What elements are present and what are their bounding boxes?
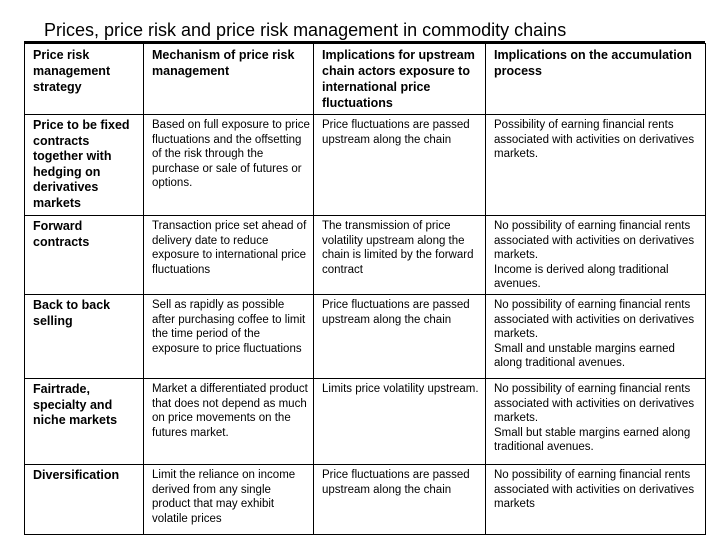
table-header-row: Price risk management strategy Mechanism… bbox=[24, 43, 706, 115]
upstream-cell: Price fluctuations are passed upstream a… bbox=[313, 294, 486, 379]
strategy-cell: Forward contracts bbox=[24, 215, 144, 295]
accumulation-cell: No possibility of earning financial rent… bbox=[485, 215, 706, 295]
accumulation-text: Small but stable margins earned along tr… bbox=[494, 426, 691, 454]
mechanism-cell: Market a differentiated product that doe… bbox=[143, 378, 314, 465]
strategy-cell: Back to back selling bbox=[24, 294, 144, 379]
table-row: Fairtrade, specialty and niche markets M… bbox=[24, 378, 706, 465]
accumulation-text: Income is derived along traditional aven… bbox=[494, 263, 669, 291]
accumulation-cell: No possibility of earning financial rent… bbox=[485, 378, 706, 465]
mechanism-cell: Limit the reliance on income derived fro… bbox=[143, 464, 314, 535]
strategy-cell: Diversification bbox=[24, 464, 144, 535]
accumulation-text: No possibility of earning financial rent… bbox=[494, 469, 695, 510]
accumulation-text: No possibility of earning financial rent… bbox=[494, 383, 695, 424]
upstream-cell: Limits price volatility upstream. bbox=[313, 378, 486, 465]
accumulation-cell: Possibility of earning financial rents a… bbox=[485, 114, 706, 216]
table-row: Forward contracts Transaction price set … bbox=[24, 215, 706, 295]
accumulation-text: No possibility of earning financial rent… bbox=[494, 220, 695, 261]
column-header-strategy: Price risk management strategy bbox=[24, 43, 144, 115]
column-header-upstream: Implications for upstream chain actors e… bbox=[313, 43, 486, 115]
table-row: Price to be fixed contracts together wit… bbox=[24, 114, 706, 216]
table-row: Back to back selling Sell as rapidly as … bbox=[24, 294, 706, 379]
mechanism-cell: Based on full exposure to price fluctuat… bbox=[143, 114, 314, 216]
page-title: Prices, price risk and price risk manage… bbox=[44, 20, 567, 40]
accumulation-text: Possibility of earning financial rents a… bbox=[494, 119, 695, 160]
table-row: Diversification Limit the reliance on in… bbox=[24, 464, 706, 535]
mechanism-cell: Sell as rapidly as possible after purcha… bbox=[143, 294, 314, 379]
column-header-accumulation: Implications on the accumulation process bbox=[485, 43, 706, 115]
upstream-cell: Price fluctuations are passed upstream a… bbox=[313, 114, 486, 216]
upstream-cell: Price fluctuations are passed upstream a… bbox=[313, 464, 486, 535]
strategy-cell: Price to be fixed contracts together wit… bbox=[24, 114, 144, 216]
accumulation-text: No possibility of earning financial rent… bbox=[494, 299, 695, 340]
upstream-cell: The transmission of price volatility ups… bbox=[313, 215, 486, 295]
accumulation-text: Small and unstable margins earned along … bbox=[494, 342, 675, 370]
mechanism-cell: Transaction price set ahead of delivery … bbox=[143, 215, 314, 295]
accumulation-cell: No possibility of earning financial rent… bbox=[485, 464, 706, 535]
accumulation-cell: No possibility of earning financial rent… bbox=[485, 294, 706, 379]
column-header-mechanism: Mechanism of price risk management bbox=[143, 43, 314, 115]
title-rule bbox=[24, 41, 705, 44]
strategy-cell: Fairtrade, specialty and niche markets bbox=[24, 378, 144, 465]
risk-management-table: Price risk management strategy Mechanism… bbox=[24, 43, 706, 535]
